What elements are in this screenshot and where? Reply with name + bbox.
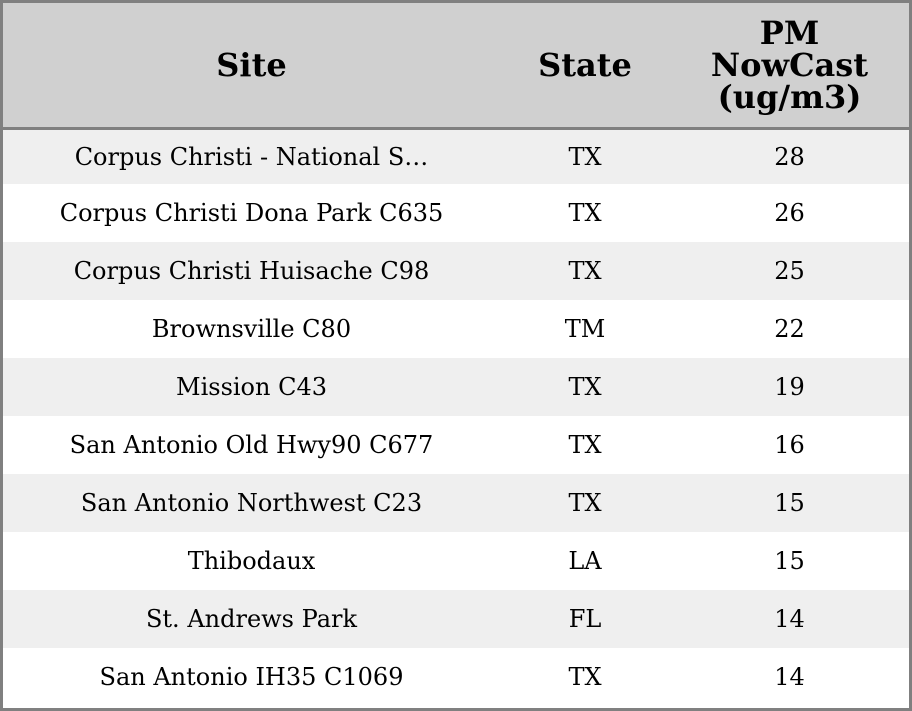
table-row[interactable]: Thibodaux LA 15 xyxy=(3,532,909,590)
table-row[interactable]: Corpus Christi Dona Park C635 TX 26 xyxy=(3,184,909,242)
site-cell: Corpus Christi Huisache C98 xyxy=(73,257,430,285)
pm-header-line-3: (ug/m3) xyxy=(717,77,862,116)
state-cell: LA xyxy=(568,547,602,575)
state-cell: FL xyxy=(568,605,602,633)
pm-header-line-1: PM xyxy=(759,13,820,52)
pm-value-cell: 22 xyxy=(774,315,805,343)
site-cell: San Antonio Northwest C23 xyxy=(80,489,423,517)
state-cell: TX xyxy=(568,199,602,227)
table-row[interactable]: Mission C43 TX 19 xyxy=(3,358,909,416)
state-cell: TX xyxy=(568,142,602,171)
pm-value-cell: 26 xyxy=(774,199,805,227)
pm-value-cell: 19 xyxy=(774,373,805,401)
table-row[interactable]: Corpus Christi Huisache C98 TX 25 xyxy=(3,242,909,300)
pm-nowcast-table: Site State PM NowCast (ug/m3) Corpus Chr… xyxy=(3,3,909,706)
table-row[interactable]: St. Andrews Park FL 14 xyxy=(3,590,909,648)
table-row[interactable]: San Antonio Old Hwy90 C677 TX 16 xyxy=(3,416,909,474)
site-cell: San Antonio IH35 C1069 xyxy=(99,663,404,691)
site-cell: Corpus Christi - National S… xyxy=(74,142,429,171)
pm-value-cell: 28 xyxy=(774,142,805,171)
site-cell: St. Andrews Park xyxy=(145,605,358,633)
state-cell: TX xyxy=(568,431,602,459)
column-header-site[interactable]: Site xyxy=(3,3,500,130)
table-row[interactable]: San Antonio IH35 C1069 TX 14 xyxy=(3,648,909,706)
table-header-row: Site State PM NowCast (ug/m3) xyxy=(3,3,909,130)
table-row[interactable]: Brownsville C80 TM 22 xyxy=(3,300,909,358)
pm-value-cell: 15 xyxy=(774,489,805,517)
pm-value-cell: 16 xyxy=(774,431,805,459)
state-cell: TM xyxy=(564,315,606,343)
site-cell: Corpus Christi Dona Park C635 xyxy=(59,199,444,227)
table-row[interactable]: San Antonio Northwest C23 TX 15 xyxy=(3,474,909,532)
site-cell: Brownsville C80 xyxy=(151,315,352,343)
pm-header-line-2: NowCast xyxy=(710,45,869,84)
table-body: Corpus Christi - National S… TX 28 Corpus C… xyxy=(3,128,909,706)
pm-value-cell: 14 xyxy=(774,663,805,691)
state-cell: TX xyxy=(568,373,602,401)
column-header-state[interactable]: State xyxy=(500,3,670,130)
table-row[interactable]: Corpus Christi - National S… TX 28 xyxy=(3,128,909,184)
state-cell: TX xyxy=(568,489,602,517)
state-cell: TX xyxy=(568,257,602,285)
pm-value-cell: 14 xyxy=(774,605,805,633)
column-header-pm-nowcast[interactable]: PM NowCast (ug/m3) xyxy=(670,3,909,130)
pm-value-cell: 15 xyxy=(774,547,805,575)
pm-value-cell: 25 xyxy=(774,257,805,285)
site-cell: Mission C43 xyxy=(176,373,327,401)
site-cell: Thibodaux xyxy=(187,547,316,575)
site-cell: San Antonio Old Hwy90 C677 xyxy=(69,431,434,459)
state-cell: TX xyxy=(568,663,602,691)
